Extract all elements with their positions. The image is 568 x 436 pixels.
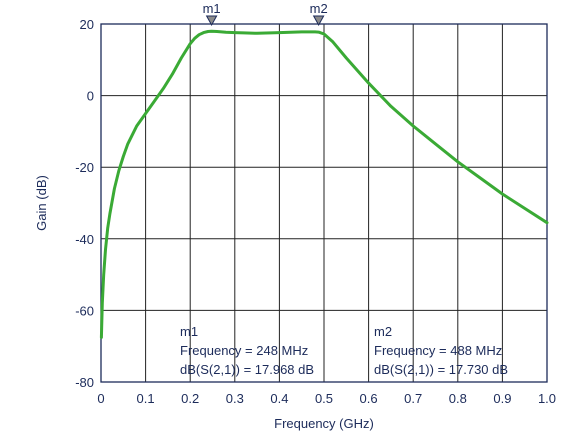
marker-m1-readout: m1 Frequency = 248 MHz dB(S(2,1)) = 17.9…	[180, 324, 314, 377]
marker-m2-triangle	[312, 15, 325, 27]
gain-curve	[99, 29, 549, 339]
marker-m1-triangle	[205, 15, 218, 27]
y-tick-label: 20	[80, 17, 94, 32]
x-tick-label: 0.1	[137, 391, 155, 406]
y-tick-label: 0	[87, 89, 94, 104]
marker-m2-readout: m2 Frequency = 488 MHz dB(S(2,1)) = 17.7…	[374, 324, 508, 377]
x-tick-label: 0.7	[404, 391, 422, 406]
marker-m2-label: m2	[310, 1, 328, 16]
y-tick-labels: -80 -60 -40 -20 0 20	[75, 17, 94, 390]
x-tick-label: 0.9	[493, 391, 511, 406]
m1-readout-frequency: Frequency = 248 MHz	[180, 343, 308, 358]
m1-readout-label: m1	[180, 324, 198, 339]
x-tick-label: 0.2	[181, 391, 199, 406]
y-tick-label: -40	[75, 232, 94, 247]
markers: m1 m2	[203, 1, 328, 27]
grid-lines	[101, 24, 547, 382]
x-tick-labels: 0 0.1 0.2 0.3 0.4 0.5 0.6 0.7 0.8 0.9 1.0	[97, 391, 556, 406]
m2-readout-frequency: Frequency = 488 MHz	[374, 343, 502, 358]
y-axis-title: Gain (dB)	[34, 175, 49, 231]
x-tick-label: 0	[97, 391, 104, 406]
y-tick-label: -60	[75, 303, 94, 318]
m1-readout-gain: dB(S(2,1)) = 17.968 dB	[180, 362, 314, 377]
x-tick-label: 0.3	[226, 391, 244, 406]
x-tick-label: 0.6	[360, 391, 378, 406]
x-tick-label: 0.5	[315, 391, 333, 406]
y-tick-label: -20	[75, 160, 94, 175]
m2-readout-label: m2	[374, 324, 392, 339]
x-axis-title: Frequency (GHz)	[274, 416, 374, 431]
marker-m1-label: m1	[203, 1, 221, 16]
plot-frame	[100, 23, 548, 383]
x-tick-label: 0.4	[270, 391, 288, 406]
x-tick-label: 0.8	[449, 391, 467, 406]
y-tick-label: -80	[75, 375, 94, 390]
m2-readout-gain: dB(S(2,1)) = 17.730 dB	[374, 362, 508, 377]
x-tick-label: 1.0	[538, 391, 556, 406]
